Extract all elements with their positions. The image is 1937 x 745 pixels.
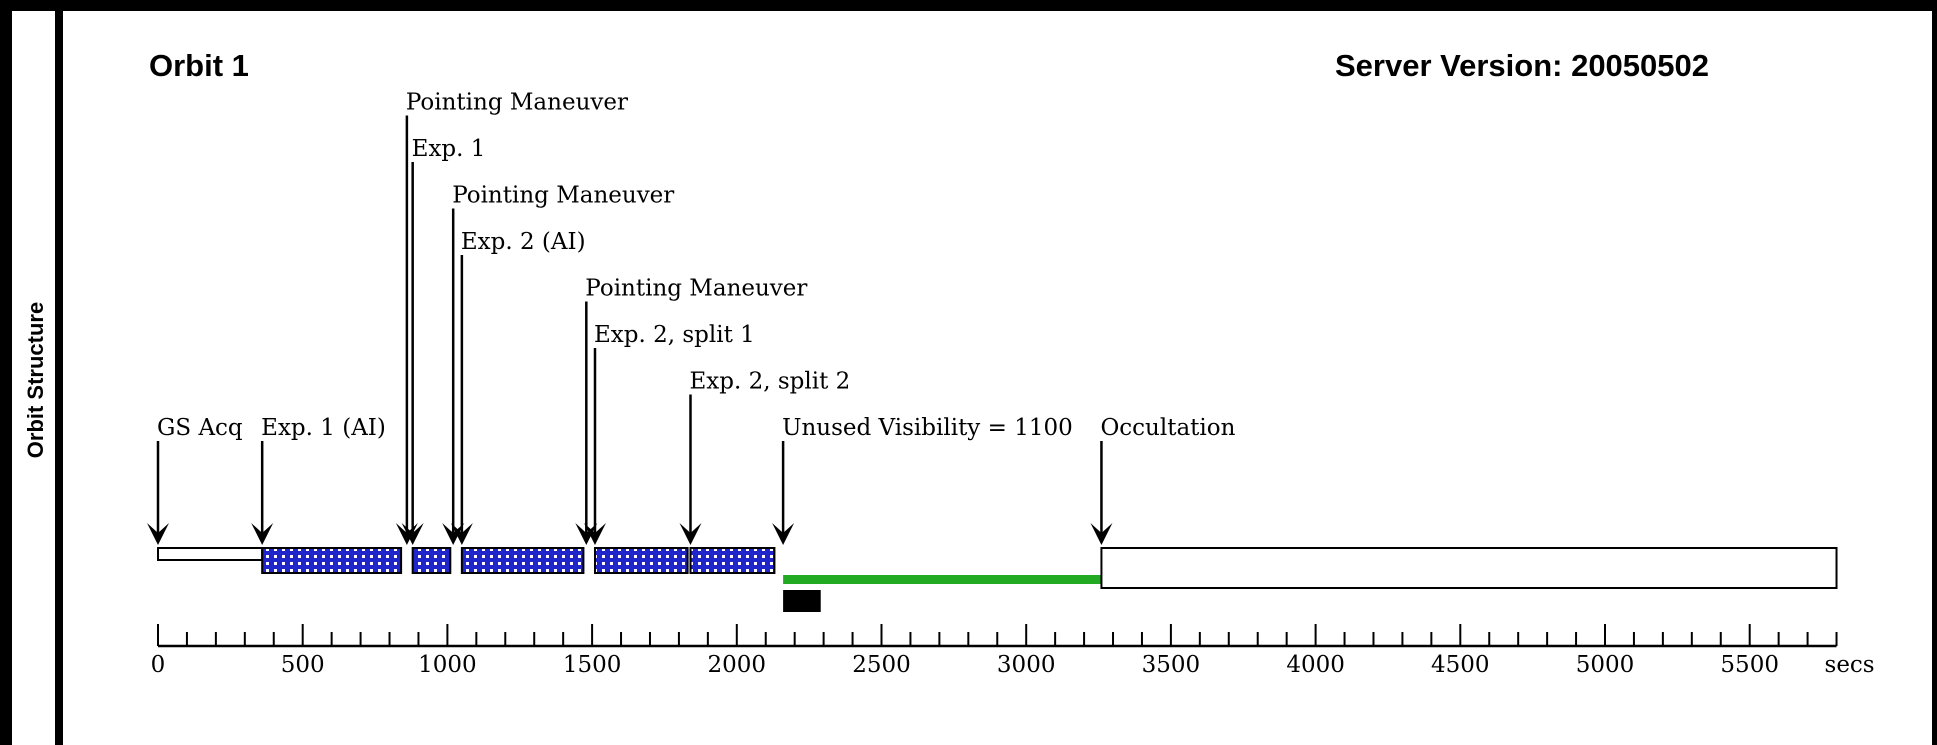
event-arrowhead bbox=[575, 523, 598, 545]
frame-left-border bbox=[0, 0, 12, 745]
axis-tick-label: 4000 bbox=[1286, 652, 1345, 678]
axis-tick-label: 1000 bbox=[418, 652, 477, 678]
exposure-bar bbox=[411, 547, 452, 574]
event-label: Exp. 1 bbox=[412, 136, 486, 162]
axis-tick-label: 2500 bbox=[852, 652, 911, 678]
frame-right-border bbox=[1932, 0, 1937, 745]
time-axis: 0 500 1000 1500 2000 2500 3000 3500 4000 4500 5000… bbox=[151, 624, 1875, 678]
black-marker bbox=[783, 590, 821, 612]
event-label: Exp. 1 (AI) bbox=[261, 415, 386, 441]
event-label: Pointing Maneuver bbox=[452, 183, 674, 209]
event-label: Exp. 2 (AI) bbox=[461, 229, 586, 255]
axis-tick-label: 5000 bbox=[1576, 652, 1635, 678]
axis-tick-label: 5500 bbox=[1720, 652, 1779, 678]
event-arrowhead bbox=[1090, 523, 1113, 545]
event-arrowhead bbox=[450, 523, 473, 545]
event-label: Pointing Maneuver bbox=[585, 276, 807, 302]
event-label: Unused Visibility = 1100 bbox=[782, 415, 1073, 441]
axis-unit-label: secs bbox=[1825, 652, 1875, 678]
exposure-bar bbox=[460, 547, 585, 574]
exposure-bar bbox=[593, 547, 689, 574]
event-label: Occultation bbox=[1100, 415, 1235, 441]
axis-tick-label: 0 bbox=[151, 652, 166, 678]
server-version: Server Version: 20050502 bbox=[1335, 48, 1709, 83]
side-panel-divider bbox=[55, 0, 63, 745]
event-arrowhead bbox=[147, 523, 169, 545]
exposure-bar bbox=[689, 547, 776, 574]
event-arrowhead bbox=[679, 523, 702, 545]
exposure-bar bbox=[261, 547, 403, 574]
event-label: GS Acq bbox=[157, 415, 243, 441]
axis-tick-label: 3500 bbox=[1142, 652, 1201, 678]
event-arrowhead bbox=[772, 523, 795, 545]
axis-tick-label: 500 bbox=[281, 652, 325, 678]
segment-bar bbox=[157, 547, 264, 561]
event-label: Pointing Maneuver bbox=[406, 90, 628, 116]
frame-top-border bbox=[0, 0, 1937, 11]
occultation-bar bbox=[1100, 547, 1838, 589]
timeline-segments bbox=[157, 547, 1838, 612]
axis-tick-label: 1500 bbox=[563, 652, 622, 678]
event-label: Exp. 2, split 2 bbox=[689, 369, 850, 395]
axis-tick-label: 4500 bbox=[1431, 652, 1490, 678]
event-arrowhead bbox=[442, 523, 465, 545]
unused-visibility-bar bbox=[783, 575, 1102, 584]
event-arrowhead bbox=[251, 523, 274, 545]
event-label: Exp. 2, split 1 bbox=[594, 322, 755, 348]
orbit-title: Orbit 1 bbox=[149, 48, 249, 83]
axis-tick-label: 3000 bbox=[997, 652, 1056, 678]
event-arrowhead bbox=[583, 523, 606, 545]
axis-tick-label: 2000 bbox=[708, 652, 767, 678]
timeline-events: GS Acq Exp. 1 (AI) Pointing Maneuver Exp. 1… bbox=[147, 90, 1236, 545]
event-arrowhead bbox=[401, 523, 424, 545]
